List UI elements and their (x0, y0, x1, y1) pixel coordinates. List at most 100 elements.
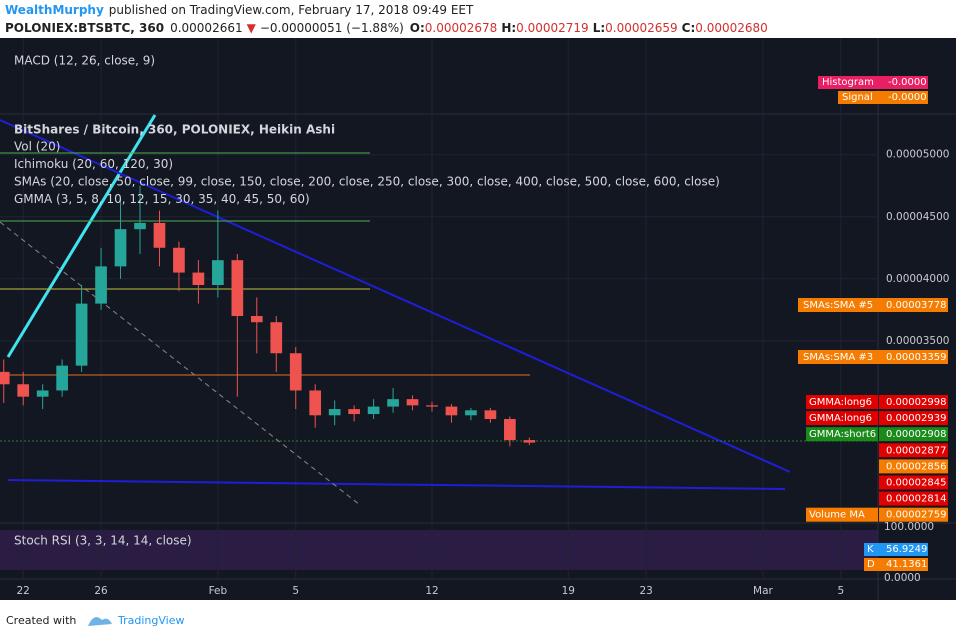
candle-body (250, 316, 263, 323)
x-tick-label: Mar (753, 585, 773, 597)
change: −0.00000051 (−1.88%) (260, 21, 404, 35)
price-stack-label: GMMA:long6 (809, 413, 872, 424)
macd-label: MACD (12, 26, close, 9) (14, 54, 155, 68)
published: published on TradingView.com, February 1… (109, 3, 474, 17)
y-tick-label: 0.00003500 (886, 335, 949, 347)
price-stack-tag (879, 411, 948, 426)
price-stack-label: GMMA:long6 (809, 397, 872, 408)
candle-body (348, 409, 360, 415)
price-stack-value: 0.00002856 (886, 461, 946, 472)
symbol: POLONIEX:BTSBTC, 360 (5, 21, 164, 35)
x-tick-label: 26 (94, 585, 108, 597)
price-tag-value: 0.00003778 (886, 300, 946, 311)
candle-body (367, 406, 380, 415)
price-stack-label-bg (806, 411, 878, 426)
price-stack-value: 0.00002998 (886, 397, 946, 408)
trend-line (0, 221, 361, 506)
price-tag (798, 298, 948, 312)
k-label: K (867, 544, 874, 555)
candle-body (212, 260, 224, 285)
y-tick-label: 0.00004500 (886, 211, 949, 223)
candle-body (289, 353, 302, 391)
price-stack-tag (879, 491, 948, 506)
stoch-band (0, 530, 878, 570)
d-tag (864, 558, 928, 571)
stoch-top: 100.0000 (884, 521, 934, 533)
open-label: O: (410, 21, 425, 35)
author[interactable]: WealthMurphy (5, 3, 104, 17)
stoch-label: Stoch RSI (3, 3, 14, 14, close) (14, 534, 192, 548)
candle-body (406, 399, 419, 406)
d-value: 41.1361 (886, 559, 927, 570)
chart-title: BitShares / Bitcoin, 360, POLONIEX, Heik… (14, 123, 335, 137)
price-stack-tag (879, 459, 948, 474)
x-tick-label: 22 (17, 585, 30, 597)
down-arrow: ▼ (247, 21, 257, 35)
histogram-label: Histogram (822, 77, 874, 88)
y-tick-label: 0.00004000 (886, 273, 949, 285)
candle-body (17, 384, 30, 397)
x-tick-label: 23 (639, 585, 652, 597)
price-stack-tag (879, 427, 948, 442)
price-stack-value: 0.00002908 (886, 429, 946, 440)
indicator-label: SMAs (20, close, 50, close, 99, close, 1… (14, 175, 720, 189)
candle-body (465, 410, 477, 416)
x-tick-label: 19 (562, 585, 575, 597)
price-stack-value: 0.00002877 (886, 445, 946, 456)
candle-body (328, 409, 341, 416)
candle-body (75, 303, 88, 366)
price-tag-value: 0.00003359 (886, 352, 946, 363)
price-stack-tag (879, 395, 948, 409)
header-bg (0, 0, 956, 38)
price-tag-label: SMAs:SMA #5 (803, 300, 873, 311)
signal-label: Signal (842, 92, 873, 103)
trend-line (0, 119, 791, 473)
candle-body (0, 371, 10, 385)
stoch-bottom: 0.0000 (884, 572, 921, 584)
histogram-tag (818, 76, 928, 89)
brand[interactable]: TradingView (117, 614, 184, 627)
candle-body (134, 222, 146, 230)
created-with: Created with (6, 614, 76, 627)
candle-body (309, 390, 322, 416)
chart-background (0, 38, 956, 600)
candle-body (231, 260, 244, 317)
x-tick-label: 12 (425, 585, 438, 597)
price-stack-value: 0.00002939 (886, 413, 946, 424)
candle-body (95, 266, 107, 304)
signal-tag (838, 91, 928, 104)
candle-body (504, 419, 516, 441)
candle-body (192, 272, 205, 285)
price-stack-tag (879, 475, 948, 490)
price-stack-label-bg (806, 395, 878, 409)
price-stack-label: GMMA:short6 (809, 429, 876, 440)
candle-body (445, 406, 458, 416)
publish-line: WealthMurphy published on TradingView.com… (5, 3, 474, 17)
candle-body (36, 390, 49, 397)
low: 0.00002659 (605, 21, 678, 35)
footer-bg (0, 600, 956, 639)
price-stack-tag (879, 507, 948, 522)
candle-body (56, 365, 68, 391)
price-stack-label-bg (806, 507, 878, 522)
indicator-label: Vol (20) (14, 140, 60, 154)
signal-value: -0.0000 (888, 92, 927, 103)
candle-body (114, 229, 127, 267)
high-label: H: (501, 21, 516, 35)
close: 0.00002680 (695, 21, 768, 35)
indicator-label: GMMA (3, 5, 8, 10, 12, 15, 30, 35, 40, 4… (14, 192, 310, 206)
x-tick-label: 5 (837, 585, 844, 597)
open: 0.00002678 (425, 21, 498, 35)
price-stack-tag (879, 443, 948, 458)
candle-body (173, 247, 185, 273)
candle-body (426, 405, 438, 407)
x-tick-label: 5 (292, 585, 299, 597)
trend-line (6, 114, 157, 358)
candle-body (270, 322, 283, 354)
price-stack-value: 0.00002845 (886, 478, 946, 489)
price-tag-label: SMAs:SMA #3 (803, 352, 873, 363)
histogram-value: -0.0000 (888, 77, 927, 88)
k-value: 56.9249 (886, 544, 927, 555)
y-tick-label: 0.00005000 (886, 149, 949, 161)
brand-logo (88, 617, 112, 626)
